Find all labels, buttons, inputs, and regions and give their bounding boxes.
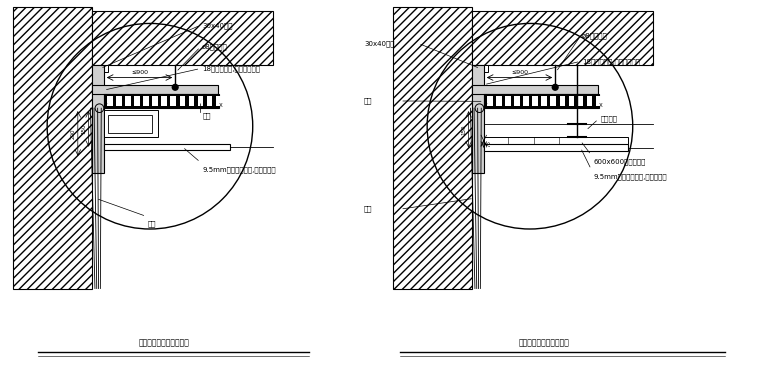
Bar [472,65,489,72]
Bar [135,96,140,106]
Bar [515,96,520,106]
Bar [125,96,131,106]
Text: 滑道: 滑道 [202,112,211,119]
Text: 18厚细木工板,胶刷防火处理: 18厚细木工板,胶刷防火处理 [202,65,260,72]
Bar [484,144,628,151]
Bar [559,96,565,106]
Bar [104,144,230,150]
Text: ø8镀锌吊杆: ø8镀锌吊杆 [582,33,608,39]
Bar [487,96,492,106]
Text: 9.5mm厚石膏板吊顶,白色乳胶漆: 9.5mm厚石膏板吊顶,白色乳胶漆 [202,166,276,172]
Text: 石膏板吊顶窗帘盒剖面图: 石膏板吊顶窗帘盒剖面图 [139,338,190,347]
Text: 600x600矿棉吸音板: 600x600矿棉吸音板 [593,159,645,165]
Text: 滑道: 滑道 [364,98,372,104]
Bar [116,96,122,106]
Text: X: X [484,103,487,108]
Bar [207,96,212,106]
Bar [505,96,511,106]
Text: 9.5mm厚石膏板吊顶,白色乳胶漆: 9.5mm厚石膏板吊顶,白色乳胶漆 [593,173,667,180]
Bar [587,96,592,106]
Bar [179,96,185,106]
Bar [484,94,599,108]
Bar [170,96,176,106]
Text: 轻钢龙骨: 轻钢龙骨 [600,116,617,122]
Circle shape [173,84,178,90]
Text: X: X [104,103,107,108]
Text: 30x40木方: 30x40木方 [202,22,233,29]
Bar [188,96,194,106]
Text: ≤900: ≤900 [511,70,528,74]
Text: 矿棉板吊顶窗帘盒剖面图: 矿棉板吊顶窗帘盒剖面图 [519,338,570,347]
Text: ø8镀锌吊杆: ø8镀锌吊杆 [202,44,228,50]
Text: X: X [599,103,603,108]
Text: ≤900: ≤900 [131,70,148,74]
Bar [153,96,158,106]
Bar [472,65,484,173]
Bar [109,115,152,133]
Bar [541,96,547,106]
Bar [393,7,472,289]
Circle shape [553,84,558,90]
Bar [144,96,149,106]
Bar [472,11,653,65]
Bar [578,96,583,106]
Bar [596,96,601,106]
Bar [104,110,158,137]
Bar [472,85,598,94]
Text: 窗帘: 窗帘 [148,220,157,227]
Text: 30x40木方: 30x40木方 [364,40,394,47]
Text: X: X [219,103,223,108]
Text: 窗帘: 窗帘 [364,206,372,212]
Bar [161,96,167,106]
Bar [533,96,538,106]
Bar [550,96,556,106]
Bar [496,96,502,106]
Bar [13,7,92,289]
Bar [568,96,574,106]
Bar [216,96,221,106]
Bar [484,137,628,144]
Bar [107,96,112,106]
Bar [104,94,219,108]
Bar [92,65,109,72]
Bar [524,96,529,106]
Text: 200: 200 [71,128,76,139]
Text: 150: 150 [462,124,467,135]
Bar [92,11,273,65]
Text: 18厚细木工板,胶刷防火处理: 18厚细木工板,胶刷防火处理 [582,58,640,65]
Text: 150: 150 [82,123,87,134]
Bar [198,96,203,106]
Bar [92,85,218,94]
Bar [92,65,104,173]
Text: 75: 75 [486,140,492,147]
